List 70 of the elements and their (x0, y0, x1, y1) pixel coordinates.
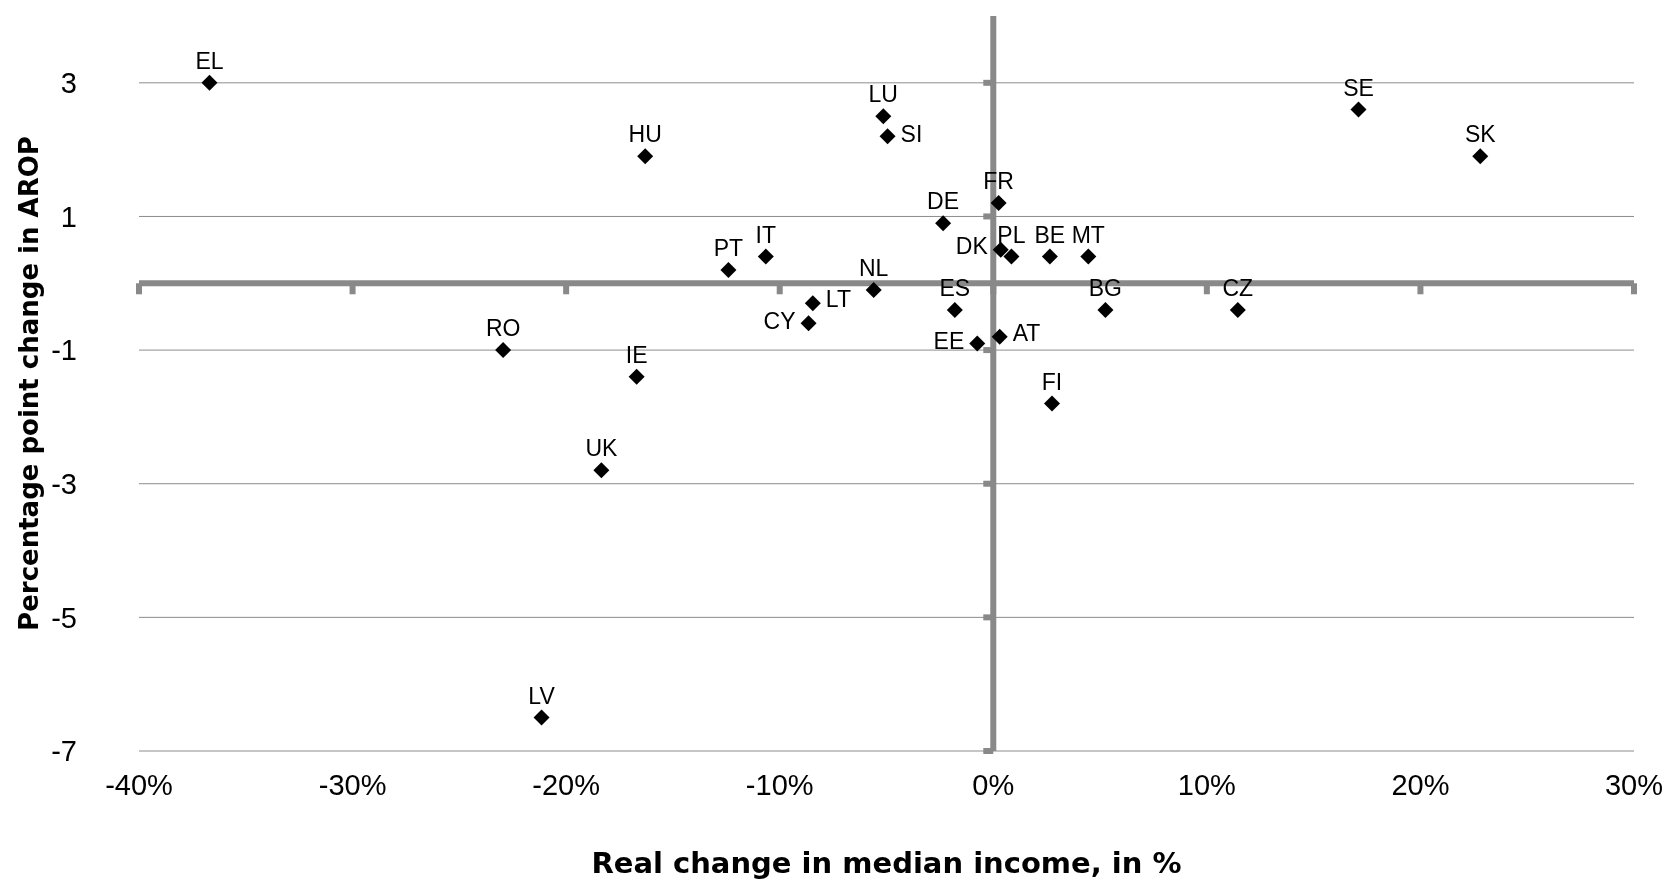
x-tick-label: 30% (1604, 769, 1664, 801)
point (992, 241, 1009, 258)
point (593, 462, 610, 479)
point (1044, 395, 1061, 412)
x-tick-label: 0% (972, 769, 1015, 801)
point (720, 261, 737, 278)
y-tick-label: -1 (51, 334, 77, 367)
point (1097, 302, 1114, 318)
x-tick-label: -10% (745, 769, 814, 801)
annotation: FR (983, 168, 1014, 195)
y-tick-label: -7 (51, 735, 77, 768)
annotation: ES (939, 275, 971, 301)
annotation: LU (868, 81, 898, 108)
point (1003, 248, 1020, 265)
point (1041, 248, 1058, 265)
annotation: IE (625, 341, 648, 368)
point (628, 368, 645, 385)
annotation: DE (927, 188, 960, 215)
annotation: HU (628, 121, 662, 148)
point (495, 342, 512, 359)
annotation: FI (1041, 368, 1063, 395)
point (935, 215, 952, 232)
point (757, 248, 774, 265)
x-tick-label: -40% (105, 769, 173, 801)
annotation: BE (1034, 221, 1066, 248)
annotation: EE (933, 328, 965, 355)
point (201, 74, 218, 91)
point (1350, 101, 1367, 118)
point (875, 108, 892, 125)
annotation: SK (1464, 121, 1497, 148)
point (804, 295, 821, 312)
point (533, 709, 550, 726)
x-tick-label: -30% (318, 769, 387, 801)
x-tick-label: -20% (532, 769, 600, 801)
annotation: NL (858, 254, 889, 281)
y-axis-title: Percentage point change in AROP (14, 136, 44, 631)
annotation: RO (485, 315, 521, 342)
point (1472, 148, 1489, 165)
annotation: UK (585, 435, 619, 462)
point (990, 195, 1007, 212)
y-tick-label: -3 (51, 467, 77, 500)
annotation: EL (195, 47, 224, 74)
point (865, 281, 882, 298)
x-tick-label: 20% (1391, 769, 1450, 801)
annotation: LT (825, 286, 851, 313)
point (969, 335, 986, 352)
point (800, 315, 817, 332)
annotation: SI (900, 121, 923, 148)
annotation: BG (1088, 275, 1123, 301)
point (637, 148, 654, 165)
annotation: AT (1012, 319, 1041, 346)
y-tick-label: 1 (60, 200, 77, 233)
annotation: PT (713, 234, 744, 261)
point (1080, 248, 1097, 265)
annotation: DK (955, 232, 989, 259)
point (1229, 302, 1246, 318)
x-tick-label: 10% (1177, 769, 1236, 801)
x-axis-title: Real change in median income, in % (591, 846, 1182, 880)
annotation: PL (997, 221, 1026, 248)
annotation: IT (755, 221, 777, 248)
y-tick-label: -5 (51, 601, 77, 634)
point (879, 128, 896, 145)
annotation: CZ (1222, 275, 1254, 301)
point (991, 328, 1008, 345)
annotation: MT (1071, 221, 1105, 248)
point (946, 302, 963, 318)
annotation: LV (528, 682, 556, 709)
annotation: SE (1343, 74, 1374, 101)
y-tick-label: 3 (60, 66, 77, 99)
annotation: CY (763, 308, 796, 335)
